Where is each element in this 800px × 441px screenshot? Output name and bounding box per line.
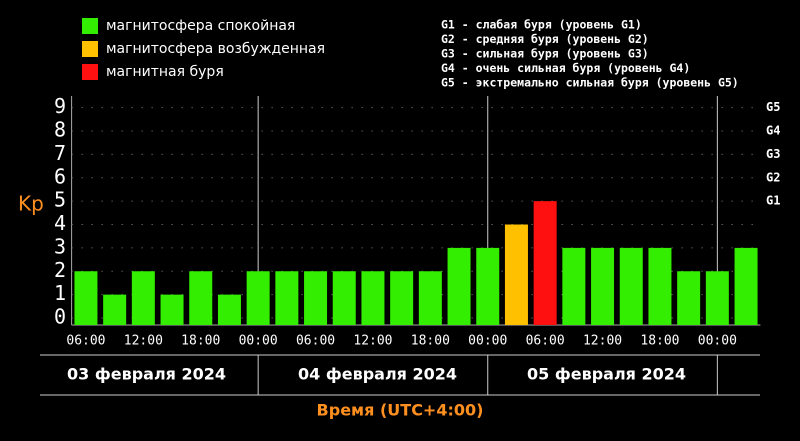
y-tick-label: 6 bbox=[54, 164, 66, 188]
bar bbox=[304, 271, 328, 325]
storm-level: G4 - очень сильная буря (уровень G4) bbox=[441, 61, 690, 75]
x-tick-label: 12:00 bbox=[353, 334, 392, 349]
y-tick-label: 5 bbox=[54, 188, 66, 212]
bar bbox=[447, 247, 471, 325]
bar bbox=[103, 294, 127, 325]
legend-label: магнитосфера возбужденная bbox=[106, 41, 325, 57]
y-tick-label: 3 bbox=[54, 234, 66, 258]
x-tick-label: 06:00 bbox=[296, 334, 335, 349]
bar bbox=[418, 271, 442, 325]
bar bbox=[734, 247, 758, 325]
x-tick-label: 18:00 bbox=[640, 334, 679, 349]
storm-level: G2 - средняя буря (уровень G2) bbox=[441, 32, 649, 46]
storm-level: G3 - сильная буря (уровень G3) bbox=[441, 47, 649, 61]
bar bbox=[705, 271, 729, 325]
bar bbox=[562, 247, 586, 325]
date-label: 03 февраля 2024 bbox=[67, 365, 226, 384]
storm-level: G5 - экстремально сильная буря (уровень … bbox=[441, 76, 739, 90]
storm-level: G1 - слабая буря (уровень G1) bbox=[441, 18, 642, 32]
y-axis-label: Kp bbox=[18, 192, 44, 216]
bar bbox=[677, 271, 701, 325]
y-tick-label: 8 bbox=[54, 118, 66, 142]
bar bbox=[246, 271, 270, 325]
bar bbox=[131, 271, 155, 325]
y-tick-label: 2 bbox=[54, 258, 66, 282]
legend-swatch bbox=[82, 18, 98, 34]
y2-tick-label: G1 bbox=[766, 194, 780, 208]
x-tick-label: 06:00 bbox=[66, 334, 105, 349]
x-tick-label: 18:00 bbox=[411, 334, 450, 349]
bar bbox=[533, 201, 557, 325]
x-axis-label: Время (UTC+4:00) bbox=[317, 401, 484, 420]
x-tick-label: 00:00 bbox=[698, 334, 737, 349]
bar bbox=[74, 271, 98, 325]
x-tick-label: 00:00 bbox=[468, 334, 507, 349]
bar bbox=[275, 271, 299, 325]
legend-label: магнитосфера спокойная bbox=[106, 18, 295, 34]
y-tick-label: 1 bbox=[54, 281, 66, 305]
y2-tick-label: G2 bbox=[766, 170, 780, 184]
y-tick-label: 0 bbox=[54, 304, 66, 328]
y2-tick-label: G3 bbox=[766, 147, 780, 161]
bar bbox=[390, 271, 414, 325]
bar bbox=[619, 247, 643, 325]
legend-label: магнитная буря bbox=[106, 64, 224, 80]
bar bbox=[476, 247, 500, 325]
x-tick-label: 18:00 bbox=[181, 334, 220, 349]
x-tick-label: 00:00 bbox=[239, 334, 278, 349]
bar bbox=[189, 271, 213, 325]
bar bbox=[160, 294, 184, 325]
x-tick-label: 12:00 bbox=[124, 334, 163, 349]
y-tick-label: 7 bbox=[54, 141, 66, 165]
bar bbox=[332, 271, 356, 325]
x-tick-label: 12:00 bbox=[583, 334, 622, 349]
bar bbox=[591, 247, 615, 325]
bar bbox=[361, 271, 385, 325]
date-label: 04 февраля 2024 bbox=[298, 365, 457, 384]
x-tick-label: 06:00 bbox=[526, 334, 565, 349]
y-tick-label: 4 bbox=[54, 211, 66, 235]
date-label: 05 февраля 2024 bbox=[527, 365, 686, 384]
legend-swatch bbox=[82, 64, 98, 80]
y-tick-label: 9 bbox=[54, 94, 66, 118]
bar bbox=[217, 294, 241, 325]
y2-tick-label: G5 bbox=[766, 100, 780, 114]
y2-tick-label: G4 bbox=[766, 124, 780, 138]
legend-swatch bbox=[82, 41, 98, 57]
bar bbox=[648, 247, 672, 325]
bar bbox=[504, 224, 528, 325]
